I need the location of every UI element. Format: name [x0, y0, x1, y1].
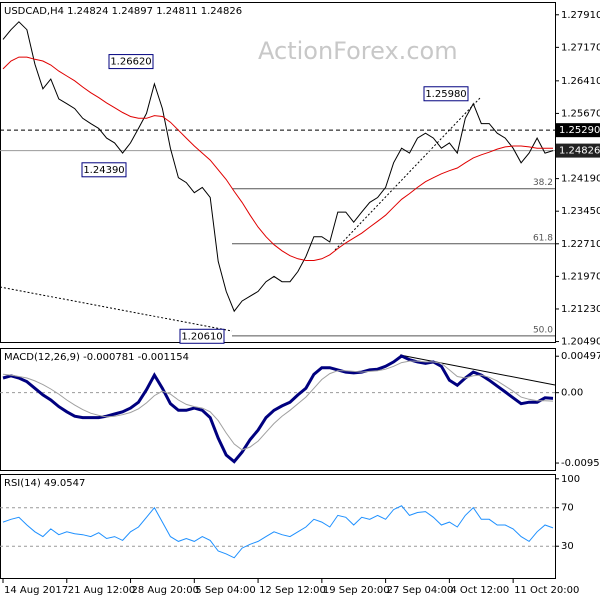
- x-tick-label: 19 Sep 20:00: [323, 585, 390, 596]
- annotation-label: 1.24390: [83, 165, 124, 176]
- series-line: [2, 505, 554, 559]
- y-tick-label: 1.23450: [561, 206, 600, 217]
- trendline: [334, 97, 481, 251]
- annotation-label: 1.26620: [110, 57, 151, 68]
- series-line: [2, 21, 554, 313]
- y-tick-label: 1.22710: [561, 239, 600, 250]
- annotation-label: 1.25980: [425, 89, 466, 100]
- x-tick-label: 28 Aug 20:00: [132, 585, 199, 596]
- x-tick-label: 12 Sep 12:00: [259, 585, 326, 596]
- price-level-label: 1.25290: [559, 125, 600, 136]
- y-tick-label: 1.26410: [561, 76, 600, 87]
- price-level-label: 1.24826: [559, 146, 600, 157]
- y-tick-label: 1.27910: [561, 10, 600, 21]
- trendline: [399, 354, 556, 386]
- y-tick-label: 1.21970: [561, 271, 600, 282]
- y-tick-label: 1.25670: [561, 108, 600, 119]
- panel-title: USDCAD,H4 1.24824 1.24897 1.24811 1.2482…: [4, 6, 242, 17]
- annotation-box: [108, 54, 154, 70]
- annotation-box: [179, 328, 225, 344]
- price-panel: [0, 2, 556, 343]
- rsi-panel: [0, 474, 556, 579]
- x-tick-label: 27 Sep 04:00: [387, 585, 454, 596]
- fib-label: 38.2: [533, 178, 553, 188]
- panel-title: MACD(12,26,9) -0.000781 -0.001154: [4, 352, 189, 363]
- x-tick-label: 21 Aug 12:00: [68, 585, 135, 596]
- fib-label: 50.0: [533, 325, 553, 335]
- y-tick-label: 1.24190: [561, 174, 600, 185]
- annotation-label: 1.20610: [181, 331, 222, 342]
- x-tick-label: 11 Oct 20:00: [514, 585, 579, 596]
- y-tick-label: 100: [561, 474, 580, 485]
- trendline: [0, 286, 233, 332]
- y-tick-label: 70: [561, 503, 574, 514]
- price-level-box: [556, 143, 600, 158]
- y-tick-label: 30: [561, 541, 574, 552]
- annotation-box: [81, 162, 127, 178]
- fib-label: 61.8: [533, 233, 553, 243]
- macd-panel: [0, 348, 556, 471]
- series-line: [2, 56, 553, 261]
- annotation-box: [423, 86, 469, 102]
- x-tick-label: 5 Sep 04:00: [195, 585, 255, 596]
- y-tick-label: 1.20490: [561, 337, 600, 348]
- price-level-box: [556, 123, 600, 138]
- series-line: [2, 354, 554, 464]
- y-tick-label: 1.27170: [561, 42, 600, 53]
- panel-title: RSI(14) 49.0547: [4, 478, 85, 489]
- y-tick-label: 1.21230: [561, 304, 600, 315]
- y-tick-label: -0.009591: [561, 458, 600, 469]
- x-tick-label: 4 Oct 12:00: [450, 585, 509, 596]
- x-tick-label: 14 Aug 2017: [4, 585, 68, 596]
- y-tick-label: 0.00: [561, 388, 583, 399]
- watermark: ActionForex.com: [258, 37, 458, 65]
- series-line: [2, 360, 554, 451]
